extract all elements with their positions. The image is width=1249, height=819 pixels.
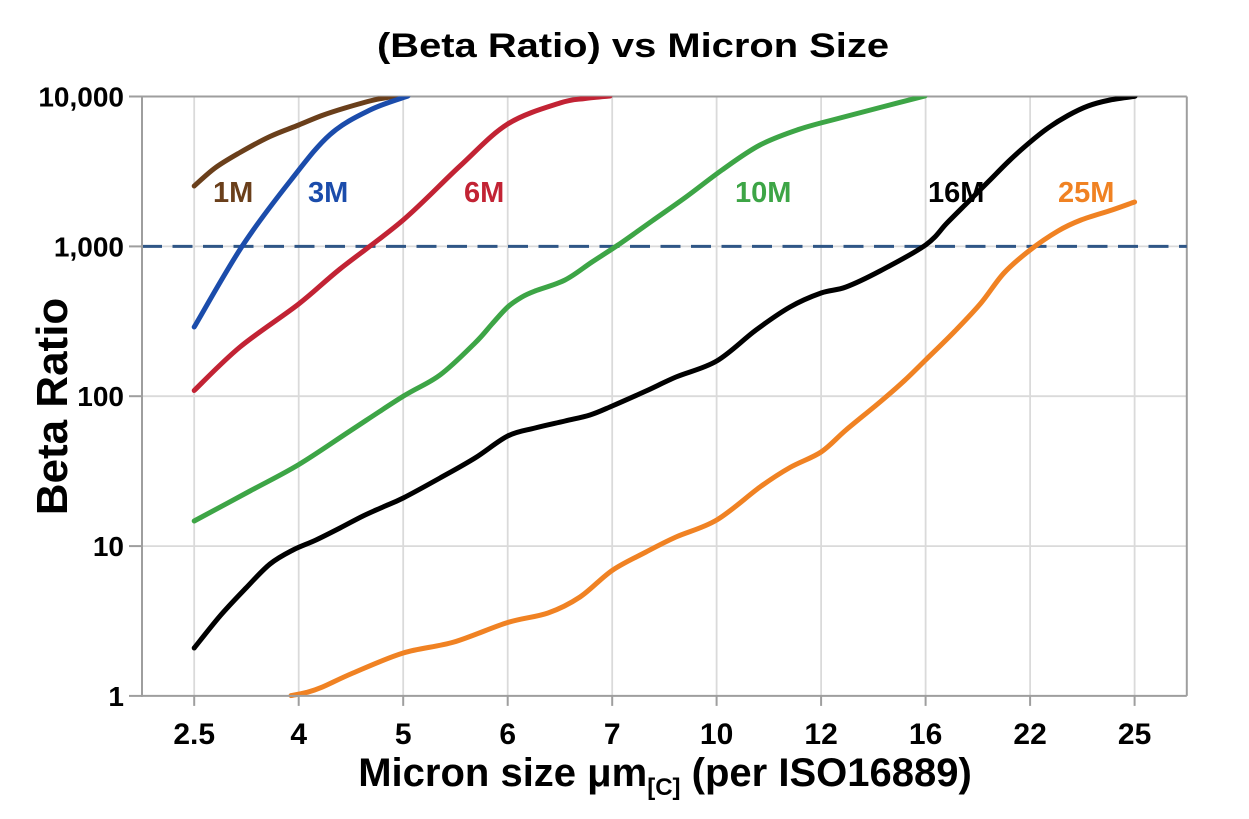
svg-text:25M: 25M [1058,177,1114,209]
svg-text:22: 22 [1013,718,1046,751]
svg-text:5: 5 [395,718,412,751]
svg-text:10,000: 10,000 [38,82,124,113]
svg-text:10M: 10M [735,177,791,209]
svg-text:100: 100 [77,381,124,412]
svg-text:16M: 16M [928,177,984,209]
svg-text:12: 12 [804,718,837,751]
svg-text:10: 10 [93,531,124,562]
svg-text:2.5: 2.5 [173,718,215,751]
svg-text:1M: 1M [213,177,253,209]
svg-text:6: 6 [499,718,516,751]
svg-text:1: 1 [108,681,124,712]
svg-text:4: 4 [290,718,307,751]
svg-text:1,000: 1,000 [54,231,124,262]
svg-text:16: 16 [909,718,942,751]
svg-text:3M: 3M [308,177,348,209]
svg-text:(Beta Ratio) vs Micron Size: (Beta Ratio) vs Micron Size [377,27,889,65]
svg-text:6M: 6M [464,177,504,209]
svg-text:10: 10 [700,718,733,751]
svg-text:25: 25 [1118,718,1151,751]
svg-text:7: 7 [604,718,621,751]
svg-text:Beta Ratio: Beta Ratio [28,298,77,516]
